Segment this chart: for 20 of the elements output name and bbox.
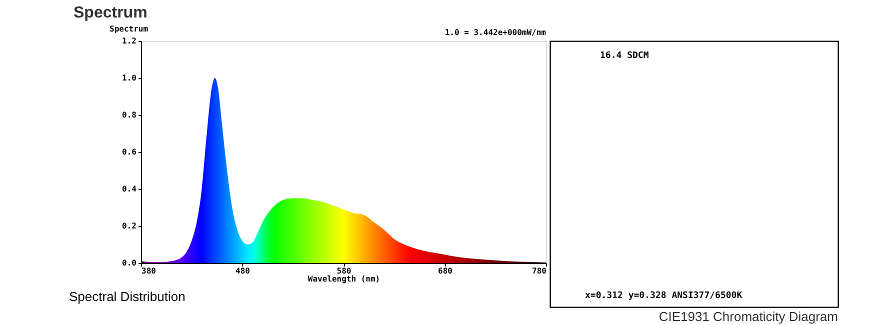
- text: x=0.312 y=0.328 ANSI377/6500K: [585, 291, 743, 301]
- y-tick-label: 0.6: [122, 148, 137, 156]
- text: 1.0 = 3.442e+000mW/nm: [444, 28, 546, 37]
- x-axis-title: Wavelength (nm): [308, 274, 380, 284]
- x-tick-label: 480: [236, 266, 250, 276]
- y-tick-label: 0.2: [122, 222, 137, 230]
- y-tick-label: 0.0: [122, 258, 137, 268]
- y-tick-label: 0.8: [122, 110, 137, 120]
- chart-title: Spectrum: [74, 4, 148, 22]
- x-tick-label: 380: [142, 266, 156, 276]
- y-tick-label: 1.2: [122, 36, 137, 46]
- y-tick-label: 1.0: [122, 74, 137, 82]
- y-tick-label: 0.4: [122, 184, 137, 194]
- text: CIE1931 Chromaticity Diagram: [658, 309, 838, 324]
- y-axis-title: Spectrum: [110, 24, 148, 34]
- text: 16.4 SDCM: [600, 51, 650, 61]
- x-tick-label: 680: [438, 266, 453, 276]
- text: Spectral Distribution: [69, 289, 186, 304]
- x-tick-label: 780: [532, 266, 547, 276]
- x-tick-label: 580: [336, 266, 352, 276]
